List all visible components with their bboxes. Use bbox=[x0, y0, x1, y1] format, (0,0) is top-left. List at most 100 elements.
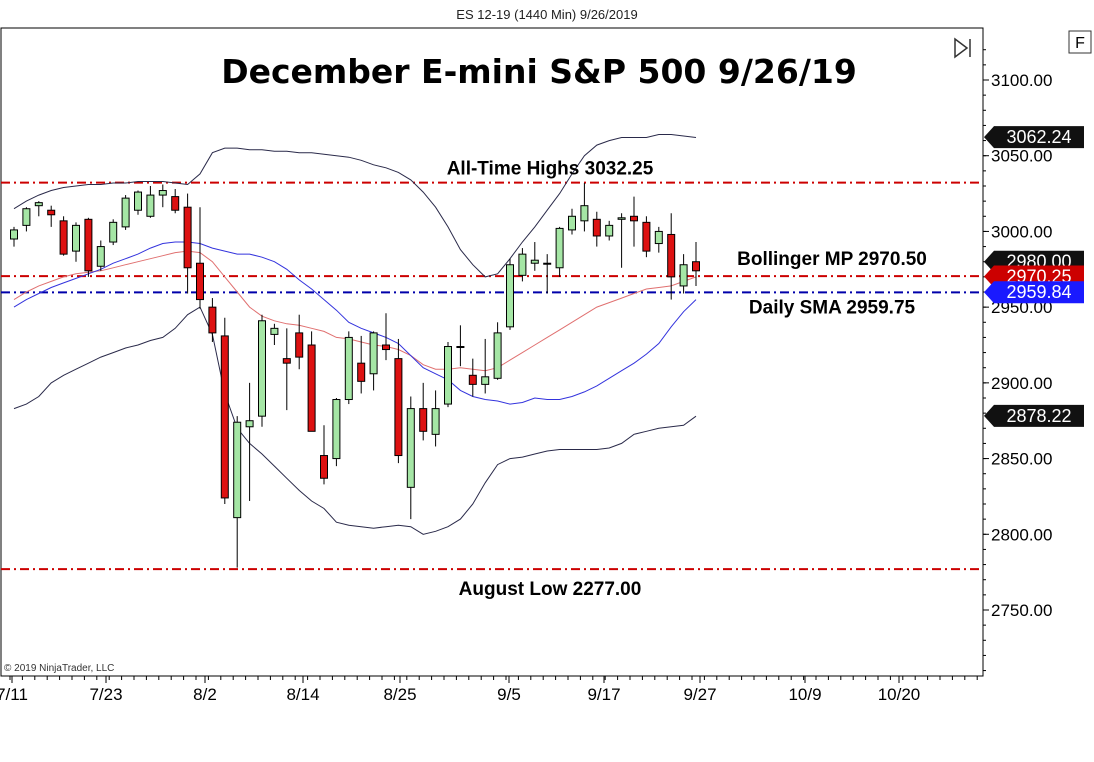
price-label-text: 3062.24 bbox=[1006, 127, 1071, 147]
candle-body bbox=[357, 362, 366, 382]
candle bbox=[406, 396, 415, 520]
candle-body bbox=[171, 196, 180, 211]
candle-body bbox=[382, 344, 390, 351]
candle bbox=[72, 222, 80, 262]
candle-body bbox=[295, 332, 304, 358]
candle bbox=[667, 213, 676, 300]
candle bbox=[134, 190, 142, 215]
chart-header: ES 12-19 (1440 Min) 9/26/2019 bbox=[456, 7, 637, 22]
candle-body bbox=[233, 421, 242, 519]
candle-body bbox=[332, 399, 341, 460]
candle-body bbox=[96, 246, 105, 267]
candle bbox=[258, 314, 266, 427]
candle-body bbox=[419, 408, 428, 432]
price-label-bg bbox=[984, 404, 1084, 427]
candle bbox=[555, 226, 564, 277]
candle-body bbox=[605, 224, 614, 237]
candle-body bbox=[109, 221, 118, 243]
y-tick-label: 3050.00 bbox=[991, 147, 1052, 166]
candle-body bbox=[617, 217, 626, 220]
copyright-text: © 2019 NinjaTrader, LLC bbox=[4, 663, 114, 674]
candle bbox=[34, 201, 43, 217]
candle bbox=[282, 328, 291, 411]
daily-sma-line bbox=[13, 241, 697, 405]
y-axis: 3100.003050.003000.002950.002900.002850.… bbox=[983, 49, 1052, 672]
candle bbox=[617, 213, 626, 268]
candle-body bbox=[481, 376, 490, 385]
skip-to-end-icon[interactable] bbox=[954, 37, 971, 59]
candle bbox=[605, 220, 614, 241]
candle bbox=[320, 425, 328, 485]
candle-body bbox=[258, 320, 266, 417]
x-tick-label: 8/25 bbox=[383, 685, 416, 704]
candle-body bbox=[47, 209, 56, 216]
candle bbox=[208, 298, 217, 342]
candle-body bbox=[369, 332, 378, 375]
candle bbox=[307, 331, 316, 432]
candle bbox=[419, 382, 428, 441]
indicator-lines bbox=[13, 134, 697, 535]
annotation-label: August Low 2277.00 bbox=[459, 579, 642, 600]
candle bbox=[692, 242, 700, 286]
annotations: All-Time Highs 3032.25 Bollinger MP 2970.… bbox=[447, 159, 927, 601]
candle bbox=[679, 254, 688, 294]
y-tick-label: 2900.00 bbox=[991, 374, 1052, 393]
x-tick-label: 8/2 bbox=[193, 685, 217, 704]
candle bbox=[109, 219, 118, 246]
candle bbox=[456, 325, 465, 367]
x-tick-label: 9/17 bbox=[587, 685, 620, 704]
price-label-text: 2878.22 bbox=[1006, 406, 1071, 426]
horizontal-level-lines bbox=[1, 181, 983, 571]
candle-body bbox=[679, 264, 688, 287]
candle bbox=[654, 226, 663, 253]
candle-body bbox=[320, 455, 328, 479]
candle bbox=[580, 182, 589, 232]
candle bbox=[568, 208, 576, 235]
candle bbox=[444, 341, 452, 408]
candle bbox=[22, 207, 31, 232]
candle-body bbox=[518, 253, 527, 276]
y-tick-label: 2850.00 bbox=[991, 450, 1052, 469]
candle bbox=[158, 184, 167, 208]
candle-body bbox=[282, 358, 291, 364]
candle bbox=[245, 382, 254, 501]
candle bbox=[518, 248, 527, 282]
candle-body bbox=[307, 344, 316, 432]
candle-body bbox=[630, 215, 638, 222]
bollinger-lower-line bbox=[13, 306, 697, 535]
annotation-label: All-Time Highs 3032.25 bbox=[447, 159, 654, 180]
candle-body bbox=[10, 229, 18, 240]
candle bbox=[357, 335, 366, 394]
candle bbox=[382, 313, 390, 361]
candle-body bbox=[270, 327, 279, 335]
x-tick-label: 10/20 bbox=[878, 685, 921, 704]
candle bbox=[96, 240, 105, 271]
y-tick-label: 3000.00 bbox=[991, 222, 1052, 241]
f-button[interactable]: F bbox=[1068, 30, 1092, 54]
x-tick-label: 10/9 bbox=[788, 685, 821, 704]
x-tick-label: 7/23 bbox=[89, 685, 122, 704]
bollinger-mid-line bbox=[13, 250, 697, 372]
candle bbox=[196, 207, 204, 309]
price-label-bg bbox=[984, 126, 1084, 149]
candle-body bbox=[468, 374, 477, 385]
candle-body bbox=[580, 205, 589, 222]
candle bbox=[592, 211, 601, 247]
candle-body bbox=[34, 202, 43, 207]
candle-body bbox=[456, 346, 465, 349]
price-label: 2959.84 bbox=[984, 281, 1084, 304]
x-tick-label: 9/27 bbox=[683, 685, 716, 704]
candle bbox=[47, 205, 56, 227]
candle-body bbox=[394, 358, 403, 457]
candle bbox=[332, 398, 341, 467]
candle bbox=[431, 390, 440, 447]
candle bbox=[183, 193, 192, 294]
candle-body bbox=[22, 208, 31, 226]
candle-body bbox=[134, 191, 142, 211]
candle-body bbox=[444, 346, 452, 405]
candle bbox=[220, 317, 229, 504]
candle-body bbox=[146, 194, 155, 217]
price-label: 3062.24 bbox=[984, 126, 1084, 149]
